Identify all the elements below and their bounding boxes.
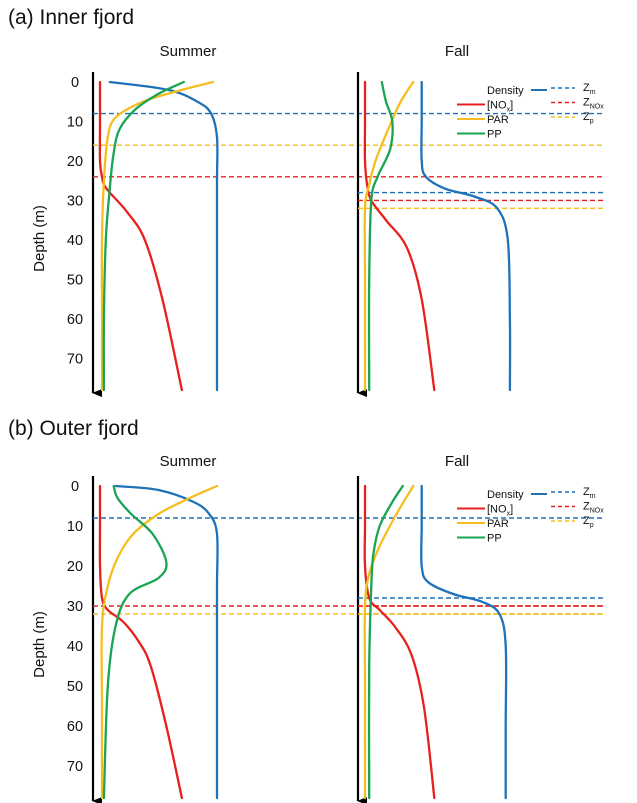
y-tick-label: 10 (67, 519, 83, 535)
series-line-par (363, 80, 415, 392)
y-tick-label: 70 (67, 351, 83, 367)
y-tick-label: 10 (67, 114, 83, 130)
y-tick-label: 0 (71, 75, 79, 91)
y-axis-label: Depth (m) (31, 205, 48, 272)
subplot-outer-fjord-fall: Fall (356, 453, 605, 803)
subplot-outer-fjord-summer: (b) Outer fjord Summer 0 10 20 30 40 50 60 70 Dept… (8, 417, 605, 803)
y-tick-label: 30 (67, 599, 83, 615)
legend-label: Density (487, 489, 524, 501)
legend-ref-label: ZNOx (583, 97, 604, 111)
y-tick-label: 20 (67, 154, 83, 170)
panel-title: (a) Inner fjord (8, 6, 134, 29)
y-tick-label: 20 (67, 559, 83, 575)
y-tick-label: 60 (67, 312, 83, 328)
legend-ref-label: Zp (583, 111, 594, 125)
legend-label: PP (487, 129, 502, 141)
series-line-par (100, 484, 219, 800)
series-line-nox (363, 80, 436, 392)
y-axis-label: Depth (m) (31, 611, 48, 678)
y-tick-label: 70 (67, 759, 83, 775)
y-tick-label: 40 (67, 639, 83, 655)
y-tick-label: 0 (71, 479, 79, 495)
subplot-inner-fjord-fall: Fall (356, 43, 605, 397)
season-title: Summer (160, 453, 217, 470)
legend-ref-label: Zm (583, 82, 596, 96)
y-tick-label: 50 (67, 679, 83, 695)
series-line-pp (102, 80, 185, 392)
y-tick-label: 40 (67, 233, 83, 249)
series-line-par (100, 80, 215, 392)
legend-label: [NOx] (487, 504, 513, 518)
series-line-pp (367, 80, 394, 392)
series-line-pp (367, 484, 404, 800)
legend-label: Density (487, 85, 524, 97)
panel-title: (b) Outer fjord (8, 417, 139, 440)
y-tick-label: 50 (67, 272, 83, 288)
legend-label: PAR (487, 114, 509, 126)
legend-label: [NOx] (487, 100, 513, 114)
series-line-density (114, 484, 219, 800)
series-line-par (363, 484, 415, 800)
legend-ref-label: ZNOx (583, 501, 604, 515)
series-line-density (420, 80, 512, 392)
legend-ref-label: Zm (583, 486, 596, 500)
season-title: Fall (445, 43, 469, 60)
series-line-nox (363, 484, 436, 800)
legend-ref-label: Zp (583, 515, 594, 529)
legend-label: PP (487, 533, 502, 545)
series-line-nox (98, 80, 184, 392)
season-title: Summer (160, 43, 217, 60)
series-line-density (420, 484, 508, 800)
y-tick-label: 60 (67, 719, 83, 735)
y-tick-label: 30 (67, 193, 83, 209)
series-line-pp (102, 484, 168, 800)
series-line-density (108, 80, 219, 392)
series-line-nox (98, 484, 184, 800)
legend-label: PAR (487, 518, 509, 530)
season-title: Fall (445, 453, 469, 470)
subplot-inner-fjord-summer: (a) Inner fjord Summer 0 10 20 30 40 50 60 70 Dept… (8, 6, 605, 397)
